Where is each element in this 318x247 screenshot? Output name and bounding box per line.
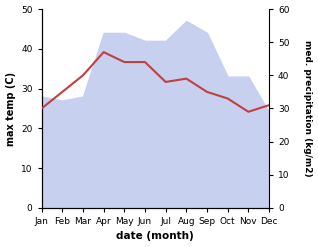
Y-axis label: max temp (C): max temp (C) <box>5 71 16 145</box>
Y-axis label: med. precipitation (kg/m2): med. precipitation (kg/m2) <box>303 40 313 177</box>
X-axis label: date (month): date (month) <box>116 231 194 242</box>
